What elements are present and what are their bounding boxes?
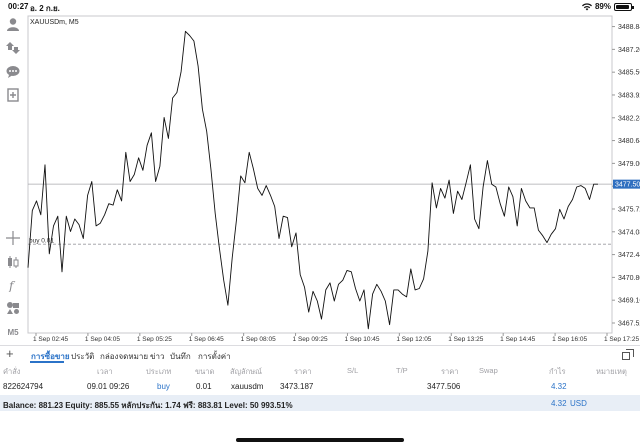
x-tick-label: 1 Sep 16:05 [552, 336, 587, 342]
table-row[interactable]: 822624794 09.01 09:26 buy 0.01 xauusdm 3… [0, 379, 640, 393]
col-ticket: คำสั่ง [3, 367, 21, 376]
x-tick-label: 1 Sep 10:45 [344, 336, 379, 342]
x-tick-label: 1 Sep 17:25 [604, 336, 639, 342]
bottom-tab-bar: + การซื้อขาย ประวัติ กล่องจดหมาย ข่าว บั… [0, 345, 640, 363]
add-tab-icon[interactable]: + [6, 346, 14, 361]
col-price: ราคา [294, 367, 312, 376]
col-volume: ขนาด [195, 367, 215, 376]
order-symbol: xauusdm [231, 382, 264, 391]
tab-settings[interactable]: การตั้งค่า [198, 352, 231, 361]
price-chart[interactable]: 3488.840 3487.200 3485.560 3483.920 3482.280… [26, 14, 640, 342]
col-current-price: ราคา [441, 367, 459, 376]
x-tick-label: 1 Sep 02:45 [33, 336, 68, 342]
currency-label: USD [570, 399, 587, 408]
tab-mailbox[interactable]: กล่องจดหมาย [100, 352, 149, 361]
y-tick-label: 3483.920 [618, 92, 640, 99]
chat-icon[interactable] [5, 64, 21, 80]
active-tab-indicator [30, 361, 64, 363]
price-line-series [27, 30, 598, 330]
tab-news[interactable]: ข่าว [150, 352, 165, 361]
x-tick-label: 1 Sep 05:25 [137, 336, 172, 342]
account-icon[interactable] [5, 16, 21, 32]
y-tick-label: 3475.720 [618, 206, 640, 213]
home-indicator [236, 438, 404, 442]
col-comment: หมายเหตุ [596, 367, 627, 376]
x-tick-label: 1 Sep 04:05 [85, 336, 120, 342]
y-tick-label: 3472.440 [618, 252, 640, 259]
order-type: buy [157, 382, 170, 391]
y-tick-label: 3470.800 [618, 275, 640, 282]
col-time: เวลา [97, 367, 113, 376]
col-tp: T/P [396, 366, 408, 375]
y-tick-label: 3485.560 [618, 70, 640, 77]
col-swap: Swap [479, 366, 498, 375]
status-time: 00:27 [8, 2, 29, 11]
order-ticket: 822624794 [3, 382, 44, 391]
y-tick-label: 3487.200 [618, 47, 640, 54]
plot-frame [27, 15, 613, 334]
status-date: อ. 2 ก.ย. [30, 4, 60, 13]
left-toolbar: f M5 [0, 14, 26, 342]
col-symbol: สัญลักษณ์ [230, 367, 263, 376]
x-tick-label: 1 Sep 09:25 [293, 336, 328, 342]
y-tick-label: 3479.000 [618, 161, 640, 168]
wifi-icon [581, 2, 592, 10]
chart-canvas[interactable]: 3488.840 3487.200 3485.560 3483.920 3482.280… [26, 14, 640, 342]
candles-icon[interactable] [5, 254, 21, 270]
status-bar: 00:27 อ. 2 ก.ย. 89% [0, 0, 640, 14]
timeframe-label[interactable]: M5 [7, 327, 19, 337]
y-tick-label: 3480.640 [618, 138, 640, 145]
order-time: 09.01 09:26 [87, 382, 130, 391]
order-current-price: 3477.506 [427, 382, 461, 391]
col-sl: S/L [347, 366, 359, 375]
orders-table-header: คำสั่ง เวลา ประเภท ขนาด สัญลักษณ์ ราคา S… [0, 363, 640, 377]
order-volume: 0.01 [196, 382, 212, 391]
balance-summary: Balance: 881.23 Equity: 885.55 หลักประกั… [3, 401, 293, 410]
crosshair-icon[interactable] [5, 230, 21, 246]
y-tick-label: 3474.080 [618, 229, 640, 236]
tab-trade[interactable]: การซื้อขาย [31, 352, 70, 361]
balance-bar: Balance: 881.23 Equity: 885.55 หลักประกั… [0, 395, 640, 411]
order-profit: 4.32 [551, 382, 567, 391]
indicators-icon[interactable]: f [5, 277, 21, 293]
svg-text:f: f [8, 279, 16, 292]
x-tick-label: 1 Sep 14:45 [500, 336, 535, 342]
col-profit: กำไร [549, 367, 566, 376]
y-tick-label: 3482.280 [618, 115, 640, 122]
total-profit: 4.32 [551, 399, 567, 408]
new-document-icon[interactable] [5, 87, 21, 103]
x-tick-label: 1 Sep 12:05 [396, 336, 431, 342]
col-type: ประเภท [146, 367, 172, 376]
trade-icon[interactable] [5, 40, 21, 56]
bid-price-badge [613, 179, 640, 189]
battery-icon [614, 2, 634, 11]
objects-icon[interactable] [5, 300, 21, 316]
x-tick-label: 1 Sep 08:05 [241, 336, 276, 342]
chart-symbol-label: XAUUSDm, M5 [30, 19, 79, 26]
y-tick-label: 3488.840 [618, 24, 640, 31]
y-tick-label: 3467.520 [618, 320, 640, 327]
tab-journal[interactable]: บันทึก [170, 352, 191, 361]
order-price: 3473.187 [280, 382, 314, 391]
x-tick-label: 1 Sep 06:45 [189, 336, 224, 342]
toggle-panel-icon[interactable] [622, 349, 634, 360]
battery-percent: 89% [594, 2, 611, 11]
x-tick-label: 1 Sep 13:25 [448, 336, 483, 342]
bid-price-badge-label: 3477.506 [615, 182, 640, 189]
status-indicators: 89% [581, 2, 634, 11]
tab-history[interactable]: ประวัติ [71, 352, 95, 361]
order-line-label: buy 0.01 [29, 238, 54, 245]
y-tick-label: 3469.160 [618, 298, 640, 305]
